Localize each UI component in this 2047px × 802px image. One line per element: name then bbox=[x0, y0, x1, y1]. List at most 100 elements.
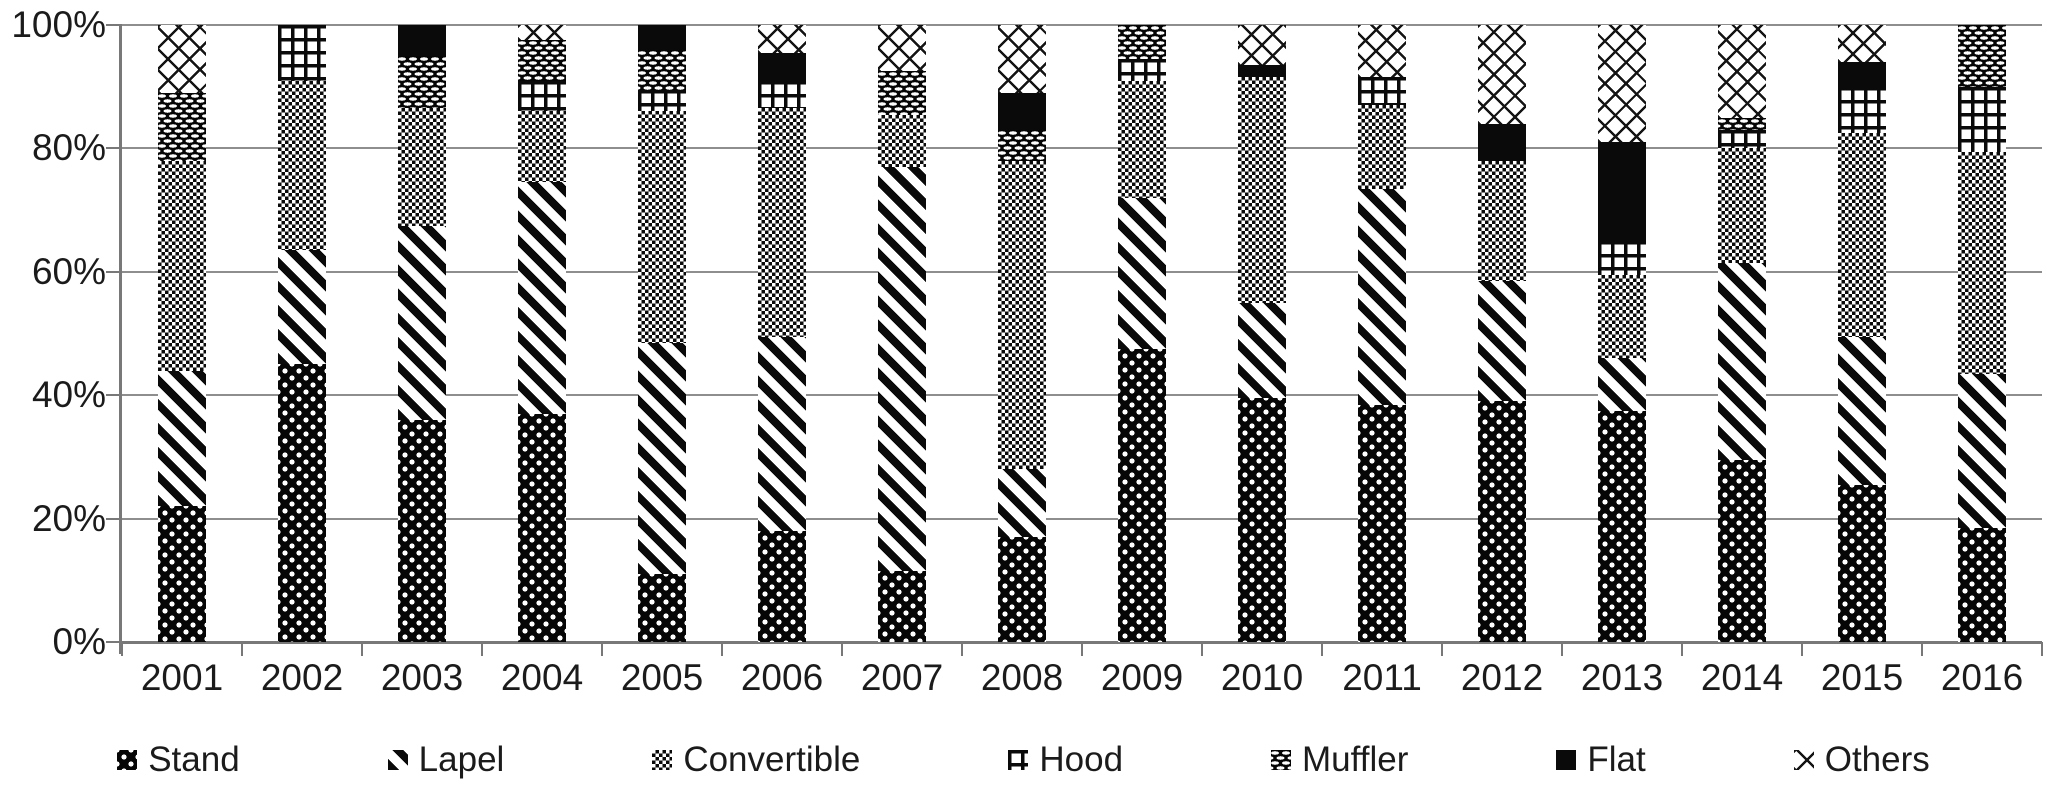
x-axis-tick bbox=[1081, 642, 1083, 656]
bar-segment-stand bbox=[1958, 527, 2006, 642]
legend-label: Muffler bbox=[1302, 740, 1409, 779]
bar-segment-lapel bbox=[998, 469, 1046, 538]
x-axis-tick bbox=[361, 642, 363, 656]
bar-segment-stand bbox=[1238, 398, 1286, 642]
bar-segment-lapel bbox=[1838, 336, 1886, 485]
gridline bbox=[122, 147, 2042, 149]
bar-segment-muffler bbox=[878, 71, 926, 115]
x-axis-tick bbox=[1441, 642, 1443, 656]
bar-segment-convertible bbox=[1718, 148, 1766, 263]
bar-segment-stand bbox=[1598, 410, 1646, 642]
bar-segment-lapel bbox=[1478, 281, 1526, 402]
legend-label: Hood bbox=[1039, 740, 1124, 779]
bar-segment-convertible bbox=[1238, 77, 1286, 303]
bar-segment-muffler bbox=[1718, 117, 1766, 130]
bar-segment-stand bbox=[1838, 484, 1886, 642]
x-axis-tick-label: 2010 bbox=[1220, 657, 1304, 698]
x-axis-tick-label: 2014 bbox=[1700, 657, 1784, 698]
legend-label: Lapel bbox=[418, 740, 505, 779]
x-axis-tick bbox=[481, 642, 483, 656]
bar-segment-stand bbox=[998, 537, 1046, 642]
legend-item: Convertible bbox=[652, 740, 860, 780]
bar-segment-convertible bbox=[758, 108, 806, 337]
bar-segment-others bbox=[1718, 25, 1766, 118]
bar-segment-others bbox=[518, 25, 566, 41]
bar-segment-others bbox=[758, 25, 806, 53]
bar-segment-flat bbox=[398, 25, 446, 56]
legend-item: Flat bbox=[1556, 740, 1646, 780]
bar-segment-hood bbox=[758, 80, 806, 109]
bar-segment-lapel bbox=[518, 182, 566, 414]
y-axis-tick bbox=[106, 518, 122, 520]
x-axis-tick bbox=[2041, 642, 2043, 656]
bar-segment-stand bbox=[758, 530, 806, 642]
legend-key-flat-pattern-icon bbox=[1556, 750, 1577, 770]
x-axis-tick-label: 2011 bbox=[1342, 657, 1422, 698]
bar-segment-flat bbox=[1838, 62, 1886, 87]
x-axis-tick bbox=[121, 642, 123, 656]
legend-key-stand-pattern-icon bbox=[117, 750, 138, 770]
y-axis-tick-label: 0% bbox=[52, 621, 106, 662]
y-axis-tick bbox=[106, 394, 122, 396]
bar-segment-convertible bbox=[1478, 160, 1526, 282]
bar-segment-lapel bbox=[1238, 302, 1286, 399]
legend-item: Others bbox=[1793, 740, 1930, 780]
x-axis-tick-label: 2009 bbox=[1100, 657, 1184, 698]
legend-item: Stand bbox=[117, 740, 240, 780]
bar-segment-flat bbox=[1478, 123, 1526, 161]
y-axis-tick-label: 100% bbox=[11, 4, 106, 45]
bar-segment-convertible bbox=[1118, 80, 1166, 198]
bar-segment-stand bbox=[518, 413, 566, 642]
bar-segment-muffler bbox=[518, 40, 566, 81]
bar-segment-hood bbox=[278, 25, 326, 81]
legend-key-muffler-pattern-icon bbox=[1271, 750, 1292, 770]
x-axis-tick-label: 2004 bbox=[500, 657, 584, 698]
legend-label: Others bbox=[1824, 740, 1930, 779]
bar-segment-stand bbox=[278, 364, 326, 642]
x-axis-tick bbox=[961, 642, 963, 656]
bar-segment-lapel bbox=[638, 342, 686, 575]
bar-segment-others bbox=[1358, 25, 1406, 78]
x-axis-tick-label: 2015 bbox=[1820, 657, 1904, 698]
legend-key-convertible-pattern-icon bbox=[652, 750, 673, 770]
bar-segment-others bbox=[1838, 25, 1886, 62]
bar-segment-muffler bbox=[1118, 25, 1166, 59]
bar-segment-flat bbox=[998, 92, 1046, 130]
legend-key-hood-pattern-icon bbox=[1008, 750, 1029, 770]
x-axis-tick-label: 2016 bbox=[1940, 657, 2024, 698]
legend-key-lapel-pattern-icon bbox=[387, 750, 408, 770]
bar-segment-hood bbox=[1358, 77, 1406, 106]
gridline bbox=[122, 24, 2042, 26]
bar-segment-convertible bbox=[998, 160, 1046, 470]
bar-segment-muffler bbox=[158, 92, 206, 161]
bar-segment-lapel bbox=[1718, 262, 1766, 460]
bar-segment-muffler bbox=[398, 55, 446, 109]
gridline bbox=[122, 271, 2042, 273]
x-axis-tick-label: 2008 bbox=[980, 657, 1064, 698]
legend-label: Convertible bbox=[683, 740, 861, 779]
bar-segment-others bbox=[1478, 25, 1526, 124]
bar-segment-stand bbox=[158, 506, 206, 642]
legend-item: Hood bbox=[1008, 740, 1123, 780]
bar-segment-convertible bbox=[398, 108, 446, 226]
bar-segment-lapel bbox=[758, 336, 806, 531]
bar-segment-flat bbox=[758, 52, 806, 81]
bar-segment-others bbox=[158, 25, 206, 93]
bar-segment-lapel bbox=[1598, 358, 1646, 411]
legend-item: Muffler bbox=[1271, 740, 1408, 780]
bar-segment-hood bbox=[1718, 129, 1766, 149]
y-axis-tick bbox=[106, 24, 122, 26]
x-axis-tick-label: 2003 bbox=[380, 657, 464, 698]
y-axis-tick-label: 20% bbox=[31, 498, 106, 539]
bar-segment-others bbox=[878, 25, 926, 72]
legend-label: Stand bbox=[148, 740, 240, 779]
bar-segment-stand bbox=[1718, 460, 1766, 642]
bar-segment-convertible bbox=[1958, 151, 2006, 374]
x-axis-tick-label: 2005 bbox=[620, 657, 704, 698]
bar-segment-stand bbox=[878, 571, 926, 642]
bar-segment-muffler bbox=[638, 49, 686, 90]
y-axis-tick bbox=[106, 147, 122, 149]
y-axis-line bbox=[119, 25, 122, 654]
bar-segment-lapel bbox=[1358, 188, 1406, 405]
